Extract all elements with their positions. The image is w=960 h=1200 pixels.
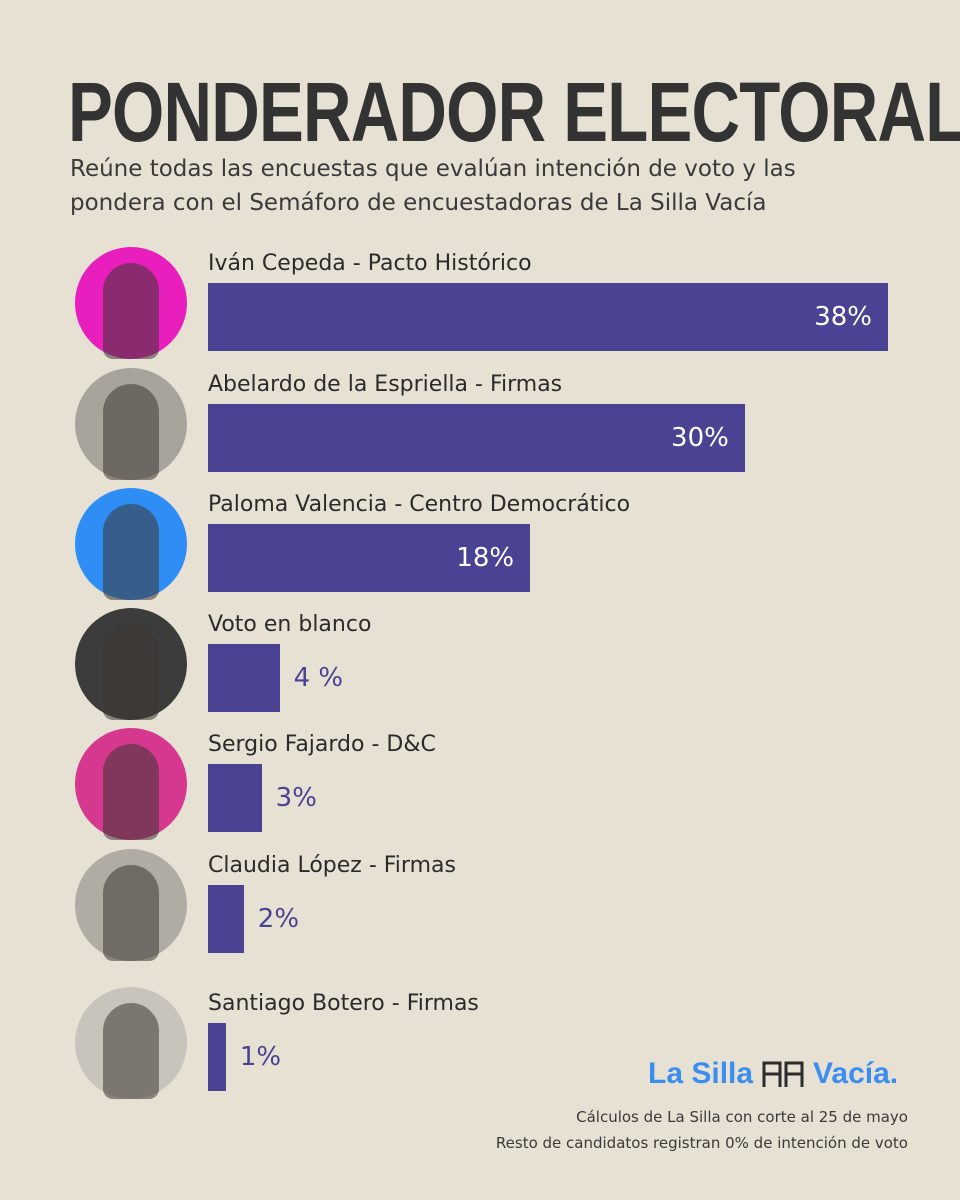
chart-title: PONDERADOR ELECTORAL 2026	[68, 65, 960, 159]
bar	[208, 283, 888, 351]
value-label: 18%	[456, 543, 515, 573]
category-label: Voto en blanco	[208, 612, 372, 637]
category-label: Paloma Valencia - Centro Democrático	[208, 492, 631, 517]
category-label: Abelardo de la Espriella - Firmas	[208, 372, 563, 397]
value-label: 1%	[239, 1042, 282, 1072]
value-label: 3%	[275, 783, 317, 813]
bar	[208, 1023, 226, 1091]
bar	[208, 885, 244, 953]
footnote: Resto de candidatos registran 0% de inte…	[495, 1134, 908, 1152]
bar	[208, 524, 531, 592]
candidate-photo	[75, 608, 187, 720]
footnote: Cálculos de La Silla con corte al 25 de …	[576, 1108, 908, 1126]
value-label: 4 %	[293, 663, 344, 693]
candidate-photo	[75, 247, 187, 359]
chart-subtitle: Reúne todas las encuestas que evalúan in…	[70, 156, 796, 216]
bar	[208, 404, 745, 472]
category-label: Santiago Botero - Firmas	[208, 991, 479, 1016]
logo-text: Vacía.	[813, 1057, 899, 1090]
value-label: 38%	[814, 302, 872, 332]
logo-text: La Silla	[648, 1057, 754, 1090]
bar	[208, 644, 280, 712]
candidate-photo	[75, 987, 187, 1099]
logo-icon	[762, 1061, 804, 1087]
candidate-photo	[75, 849, 187, 961]
candidate-photo	[75, 488, 187, 600]
category-label: Iván Cepeda - Pacto Histórico	[208, 251, 532, 276]
category-label: Sergio Fajardo - D&C	[208, 732, 436, 757]
value-label: 30%	[671, 423, 729, 453]
value-label: 2%	[257, 904, 300, 934]
bar	[208, 764, 262, 832]
category-label: Claudia López - Firmas	[208, 853, 456, 878]
candidate-photo	[75, 368, 187, 480]
logo: La Silla Vacía.	[648, 1057, 898, 1091]
candidate-photo	[75, 728, 187, 840]
